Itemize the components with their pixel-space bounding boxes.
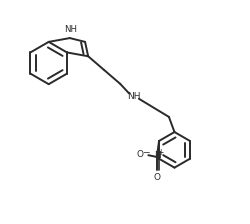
Text: NH: NH: [127, 92, 140, 101]
Text: −: −: [142, 147, 149, 156]
Text: N: N: [154, 151, 160, 160]
Text: O: O: [136, 150, 143, 159]
Text: NH: NH: [64, 25, 77, 34]
Text: O: O: [153, 172, 160, 181]
Text: +: +: [157, 149, 163, 157]
